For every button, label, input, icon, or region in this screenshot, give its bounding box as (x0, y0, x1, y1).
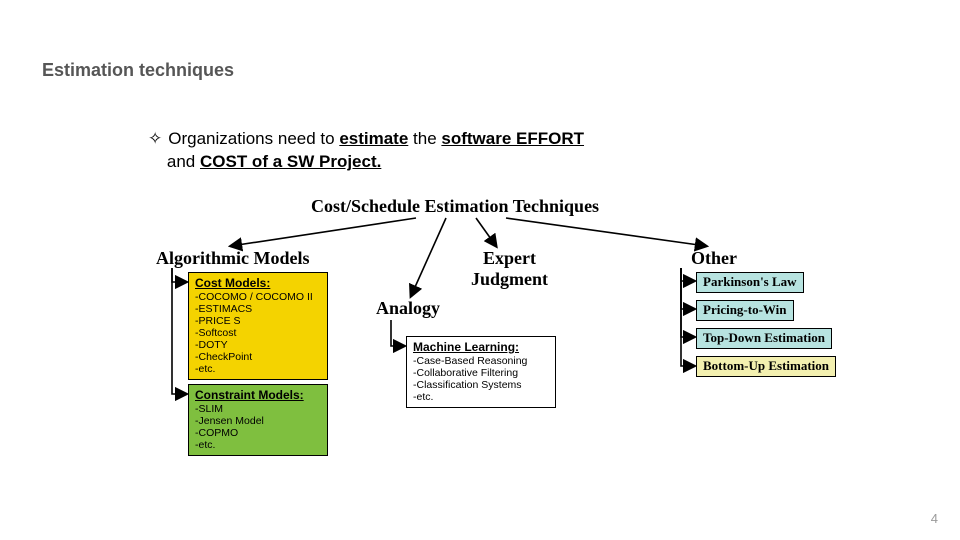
cost-models-box: Cost Models: -COCOMO / COCOMO II -ESTIMA… (188, 272, 328, 380)
cost-models-item: -PRICE S (195, 315, 321, 327)
other-item-pricing: Pricing-to-Win (696, 300, 794, 321)
constraint-models-item: -Jensen Model (195, 415, 321, 427)
constraint-models-item: -COPMO (195, 427, 321, 439)
bullet-u2: software EFFORT (441, 129, 584, 148)
cost-models-item: -CheckPoint (195, 351, 321, 363)
machine-learning-box: Machine Learning: -Case-Based Reasoning … (406, 336, 556, 408)
bullet-mid: the (408, 129, 441, 148)
cost-models-item: -DOTY (195, 339, 321, 351)
machine-learning-item: -Classification Systems (413, 379, 549, 391)
machine-learning-header: Machine Learning: (413, 340, 549, 354)
cost-models-item: -COCOMO / COCOMO II (195, 291, 321, 303)
bullet-text: ✧ Organizations need to estimate the soft… (148, 128, 748, 174)
bullet-mid2: and (162, 152, 200, 171)
bullet-u3: COST of a SW Project. (200, 152, 381, 171)
node-analogy: Analogy (376, 298, 440, 319)
other-item-topdown: Top-Down Estimation (696, 328, 832, 349)
bullet-marker: ✧ (148, 129, 162, 148)
other-item-parkinsons: Parkinson's Law (696, 272, 804, 293)
cost-models-item: -etc. (195, 363, 321, 375)
node-other: Other (691, 248, 737, 269)
bullet-u1: estimate (339, 129, 408, 148)
bullet-pre: Organizations need to (168, 129, 339, 148)
cost-models-item: -ESTIMACS (195, 303, 321, 315)
node-algorithmic: Algorithmic Models (156, 248, 309, 269)
root-node: Cost/Schedule Estimation Techniques (311, 196, 599, 217)
cost-models-item: -Softcost (195, 327, 321, 339)
constraint-models-box: Constraint Models: -SLIM -Jensen Model -… (188, 384, 328, 456)
diagram: Cost/Schedule Estimation Techniques Algo… (146, 196, 846, 486)
constraint-models-item: -SLIM (195, 403, 321, 415)
slide-title: Estimation techniques (42, 60, 234, 81)
machine-learning-item: -Case-Based Reasoning (413, 355, 549, 367)
cost-models-header: Cost Models: (195, 276, 321, 290)
node-expert: Expert Judgment ExpertJudgment (471, 248, 548, 290)
other-item-bottomup: Bottom-Up Estimation (696, 356, 836, 377)
page-number: 4 (931, 511, 938, 526)
constraint-models-header: Constraint Models: (195, 388, 321, 402)
constraint-models-item: -etc. (195, 439, 321, 451)
machine-learning-item: -etc. (413, 391, 549, 403)
machine-learning-item: -Collaborative Filtering (413, 367, 549, 379)
